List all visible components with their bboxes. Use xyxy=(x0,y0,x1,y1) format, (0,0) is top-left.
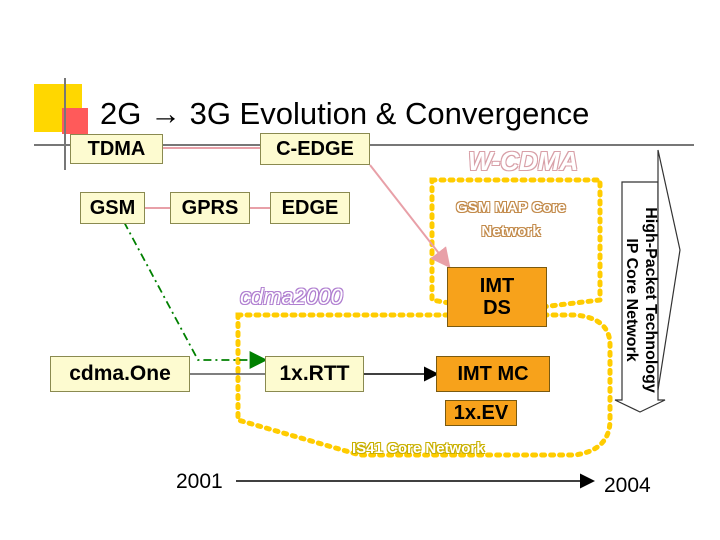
year-end: 2004 xyxy=(604,474,651,497)
high-packet-line2: IP Core Network xyxy=(623,238,640,362)
gsm-map-text: GSM MAP Core Network xyxy=(456,199,566,240)
gsm-map-label: GSM MAP Core Network xyxy=(450,196,572,244)
cedge-to-imtds-arrow xyxy=(369,164,451,269)
page-title: 2G → 3G Evolution & Convergence xyxy=(100,96,590,131)
decor-red-square xyxy=(62,108,88,134)
cdmaone-box: cdma.One xyxy=(50,356,190,392)
wcdma-region xyxy=(429,177,603,315)
wcdma-label: W-CDMA xyxy=(468,146,579,176)
gsm-to-rtt-dashdot xyxy=(123,221,268,369)
gprs-box: GPRS xyxy=(170,192,250,224)
decor-vertical-line xyxy=(64,78,66,170)
edge-box: EDGE xyxy=(270,192,350,224)
imt-ds-box: IMT DS xyxy=(447,267,547,327)
cdma2000-label: cdma2000 xyxy=(240,284,343,309)
high-packet-line1: High-Packet Technology xyxy=(642,207,659,393)
high-packet-side-label: High-Packet Technology IP Core Network xyxy=(606,200,660,400)
rtt-box: 1x.RTT xyxy=(265,356,364,392)
high-packet-arrow-head xyxy=(657,149,681,391)
gsm-box: GSM xyxy=(80,192,145,224)
year-start: 2001 xyxy=(176,470,223,493)
imt-mc-box: IMT MC xyxy=(436,356,550,392)
ev-box: 1x.EV xyxy=(445,400,517,426)
cdma2000-region xyxy=(235,312,613,458)
tdma-box: TDMA xyxy=(70,134,163,164)
is41-label: IS41 Core Network xyxy=(352,440,485,457)
cedge-box: C-EDGE xyxy=(260,133,370,165)
